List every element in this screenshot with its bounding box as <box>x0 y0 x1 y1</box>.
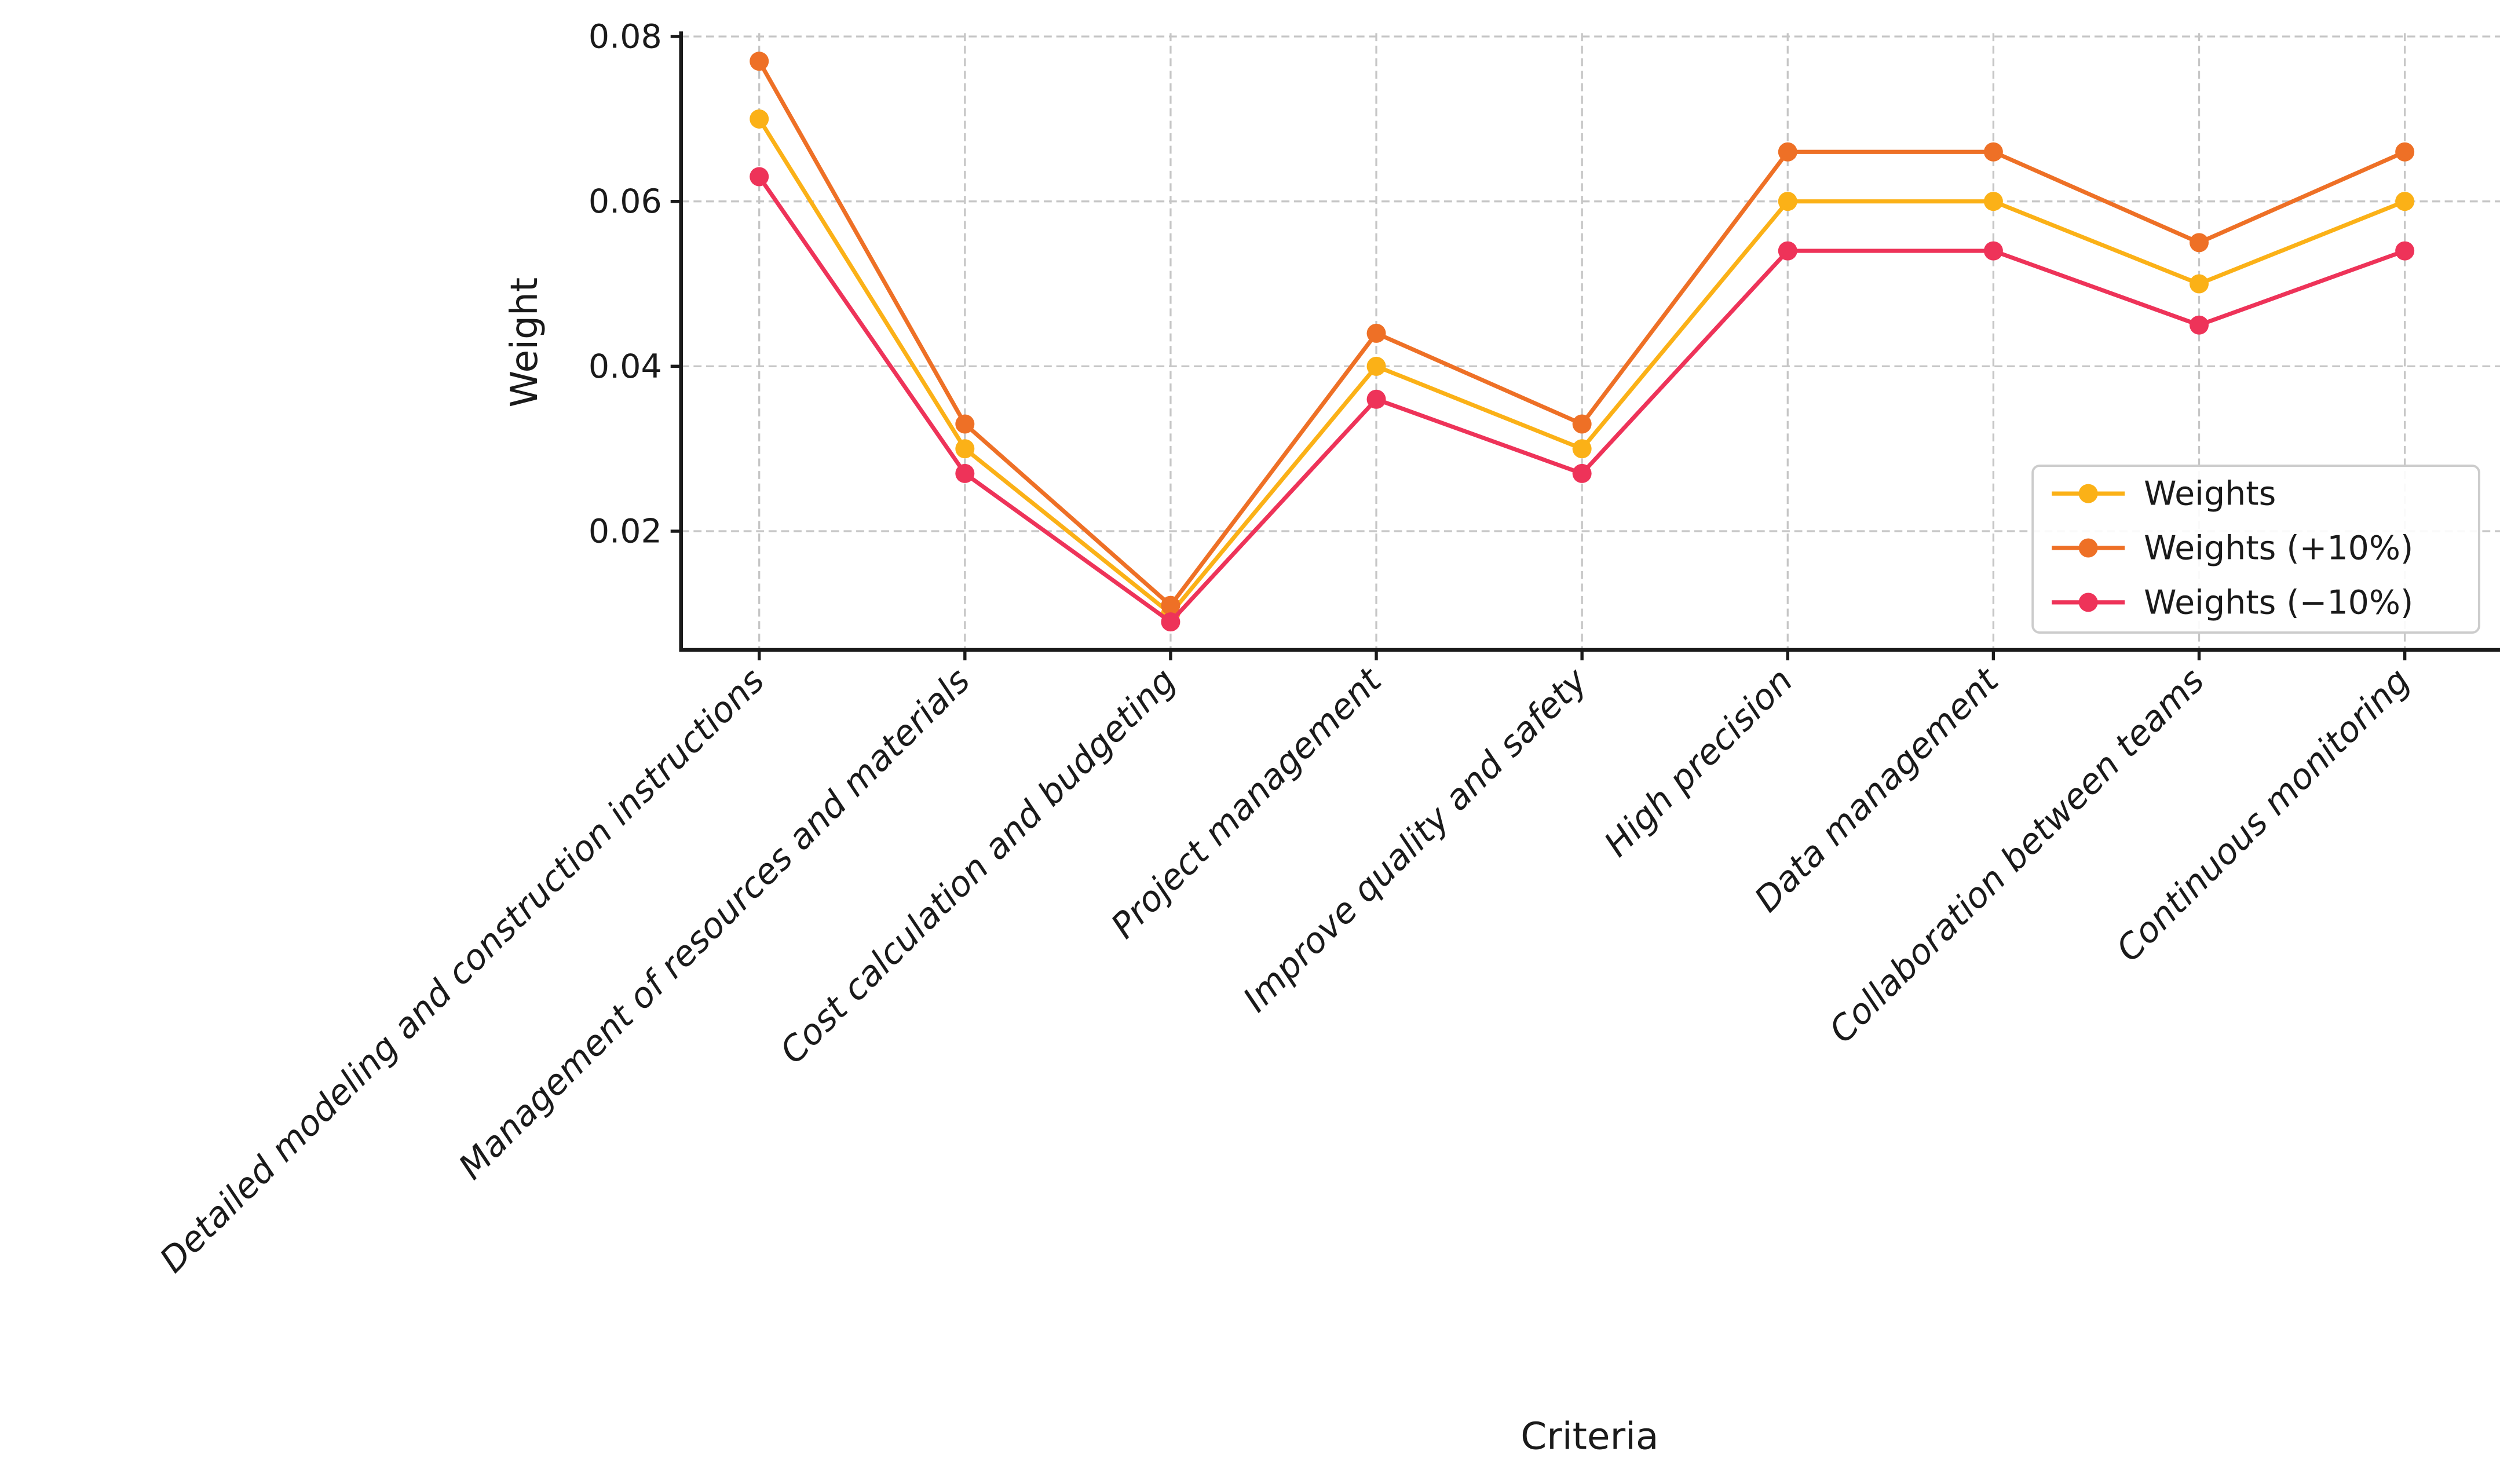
legend-marker <box>2078 538 2098 558</box>
data-point <box>750 109 769 129</box>
y-tick-label: 0.02 <box>589 513 662 551</box>
y-tick-label: 0.04 <box>589 348 662 386</box>
x-axis-title: Criteria <box>1521 1415 1658 1459</box>
legend-marker <box>2078 484 2098 503</box>
legend: Weights Weights (+10%) Weights (−10%) <box>2031 465 2480 634</box>
data-point <box>1366 389 1386 409</box>
data-point <box>1983 192 2003 211</box>
data-point <box>1572 463 1592 483</box>
y-tick-label: 0.08 <box>589 17 662 56</box>
legend-label: Weights <box>2144 475 2276 513</box>
data-point <box>2190 315 2209 335</box>
data-point <box>2395 192 2415 211</box>
data-point <box>1572 414 1592 434</box>
x-category-label: Cost calculation and budgeting <box>772 660 1183 1072</box>
data-point <box>1778 192 1797 211</box>
legend-marker <box>2078 593 2098 612</box>
axes-layer <box>670 31 2500 661</box>
data-point <box>955 463 975 483</box>
legend-label: Weights (−10%) <box>2144 583 2413 622</box>
data-point <box>1983 142 2003 162</box>
data-point <box>1572 439 1592 459</box>
data-point <box>1366 356 1386 376</box>
series-layer <box>750 52 2415 632</box>
legend-label: Weights (+10%) <box>2144 529 2413 567</box>
y-axis-title: Weight <box>503 277 546 408</box>
y-tick-label: 0.06 <box>589 182 662 221</box>
legend-box <box>2031 465 2480 634</box>
data-point <box>1161 595 1180 615</box>
data-point <box>1778 142 1797 162</box>
data-point <box>955 414 975 434</box>
data-point <box>1366 323 1386 343</box>
x-category-label: Collaboration between teams <box>1822 660 2213 1051</box>
data-point <box>1778 241 1797 261</box>
data-point <box>1983 241 2003 261</box>
x-category-label: High precision <box>1596 660 1801 865</box>
data-point <box>2395 241 2415 261</box>
data-point <box>2190 233 2209 253</box>
data-point <box>1161 612 1180 632</box>
data-point <box>750 52 769 71</box>
data-point <box>955 439 975 459</box>
data-point <box>2190 274 2209 294</box>
x-category-label: Improve quality and safety <box>1236 660 1596 1020</box>
data-point <box>2395 142 2415 162</box>
data-point <box>750 167 769 187</box>
